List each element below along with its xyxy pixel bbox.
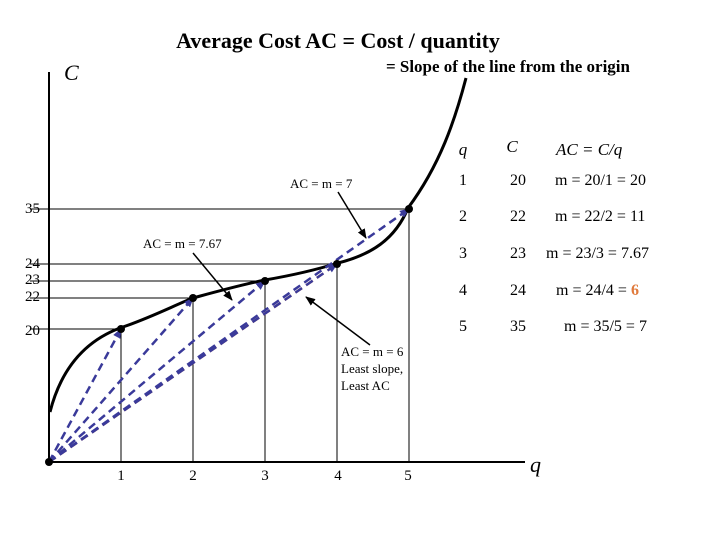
- table-cell-q: 1: [459, 172, 467, 189]
- table-cell-q: 5: [459, 318, 467, 335]
- x-axis-label: q: [530, 452, 541, 477]
- chart-subtitle: = Slope of the line from the origin: [386, 57, 631, 76]
- data-point: [261, 277, 269, 285]
- ray-from-origin: [48, 280, 266, 463]
- table-cell-c: 20: [510, 172, 526, 189]
- table-cell-c: 23: [510, 245, 526, 262]
- table-cell-ac: m = 22/2 = 11: [555, 208, 645, 225]
- annotation-arrow-ac-6: [305, 296, 371, 346]
- chart-title: Average Cost AC = Cost / quantity: [176, 28, 500, 53]
- data-table: q C AC = C/q 1 20 m = 20/1 = 20 2 22 m =…: [459, 137, 649, 335]
- table-cell-ac: m = 20/1 = 20: [555, 172, 646, 189]
- table-cell-q: 2: [459, 208, 467, 225]
- table-cell-q: 4: [459, 282, 467, 299]
- x-tick-label: 1: [117, 468, 125, 484]
- ray-from-origin: [48, 207, 410, 464]
- annotation-ac-767: AC = m = 7.67: [143, 236, 222, 251]
- origin-point: [45, 458, 53, 466]
- annotation-ac-6-line2: Least slope,: [341, 361, 403, 376]
- ray-from-origin: [48, 297, 194, 463]
- data-point: [189, 294, 197, 302]
- annotation-ac-7: AC = m = 7: [290, 176, 353, 191]
- annotation-ac-6-line1: AC = m = 6: [341, 344, 404, 359]
- table-header-c: C: [506, 137, 518, 156]
- data-point: [405, 205, 413, 213]
- table-cell-c: 24: [510, 282, 526, 299]
- data-point: [117, 325, 125, 333]
- table-cell-ac: m = 24/4 = 6: [556, 282, 639, 299]
- table-cell-q: 3: [459, 245, 467, 262]
- annotation-arrow-ac-767: [192, 252, 233, 301]
- table-cell-ac: m = 23/3 = 7.67: [546, 245, 649, 262]
- table-cell-ac-prefix: m = 24/4 =: [556, 282, 631, 299]
- table-header-q: q: [459, 140, 468, 159]
- annotation-arrow-ac-7: [337, 191, 367, 239]
- table-cell-ac: m = 35/5 = 7: [564, 318, 647, 335]
- annotation-ac-6-line3: Least AC: [341, 378, 390, 393]
- table-cell-c: 22: [510, 208, 526, 225]
- y-tick-label: 22: [25, 289, 40, 305]
- y-tick-label: 23: [25, 272, 40, 288]
- x-tick-label: 5: [404, 468, 412, 484]
- x-tick-label: 2: [189, 468, 197, 484]
- data-point: [333, 260, 341, 268]
- y-tick-label: 20: [25, 323, 40, 339]
- table-header-ac: AC = C/q: [555, 140, 623, 159]
- y-axis-label: C: [64, 60, 79, 85]
- table-cell-ac-highlight: 6: [631, 282, 639, 299]
- cost-curve: [48, 77, 468, 413]
- x-tick-label: 3: [261, 468, 269, 484]
- table-cell-c: 35: [510, 318, 526, 335]
- x-tick-label: 4: [334, 468, 342, 484]
